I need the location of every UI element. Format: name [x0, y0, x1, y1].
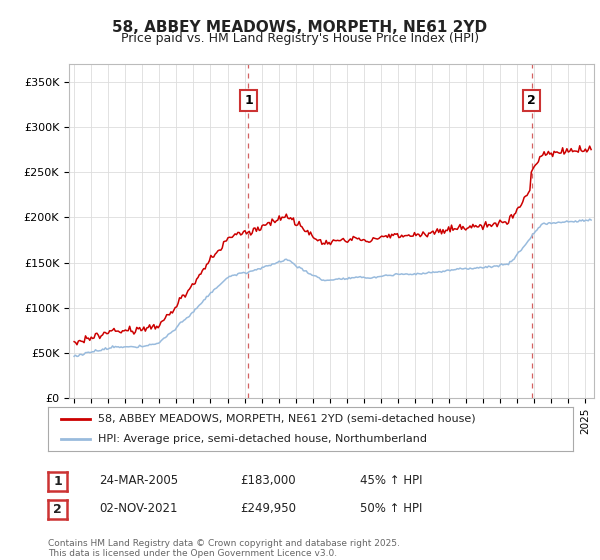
Text: Contains HM Land Registry data © Crown copyright and database right 2025.
This d: Contains HM Land Registry data © Crown c… [48, 539, 400, 558]
Text: 24-MAR-2005: 24-MAR-2005 [99, 474, 178, 487]
Text: 2: 2 [53, 503, 62, 516]
Text: 1: 1 [244, 94, 253, 107]
Text: 45% ↑ HPI: 45% ↑ HPI [360, 474, 422, 487]
Text: 02-NOV-2021: 02-NOV-2021 [99, 502, 178, 515]
Text: 50% ↑ HPI: 50% ↑ HPI [360, 502, 422, 515]
Text: 58, ABBEY MEADOWS, MORPETH, NE61 2YD: 58, ABBEY MEADOWS, MORPETH, NE61 2YD [112, 20, 488, 35]
Text: Price paid vs. HM Land Registry's House Price Index (HPI): Price paid vs. HM Land Registry's House … [121, 32, 479, 45]
Text: HPI: Average price, semi-detached house, Northumberland: HPI: Average price, semi-detached house,… [98, 434, 427, 444]
Text: £249,950: £249,950 [240, 502, 296, 515]
Text: 58, ABBEY MEADOWS, MORPETH, NE61 2YD (semi-detached house): 58, ABBEY MEADOWS, MORPETH, NE61 2YD (se… [98, 414, 476, 424]
Text: £183,000: £183,000 [240, 474, 296, 487]
Text: 2: 2 [527, 94, 536, 107]
Text: 1: 1 [53, 475, 62, 488]
